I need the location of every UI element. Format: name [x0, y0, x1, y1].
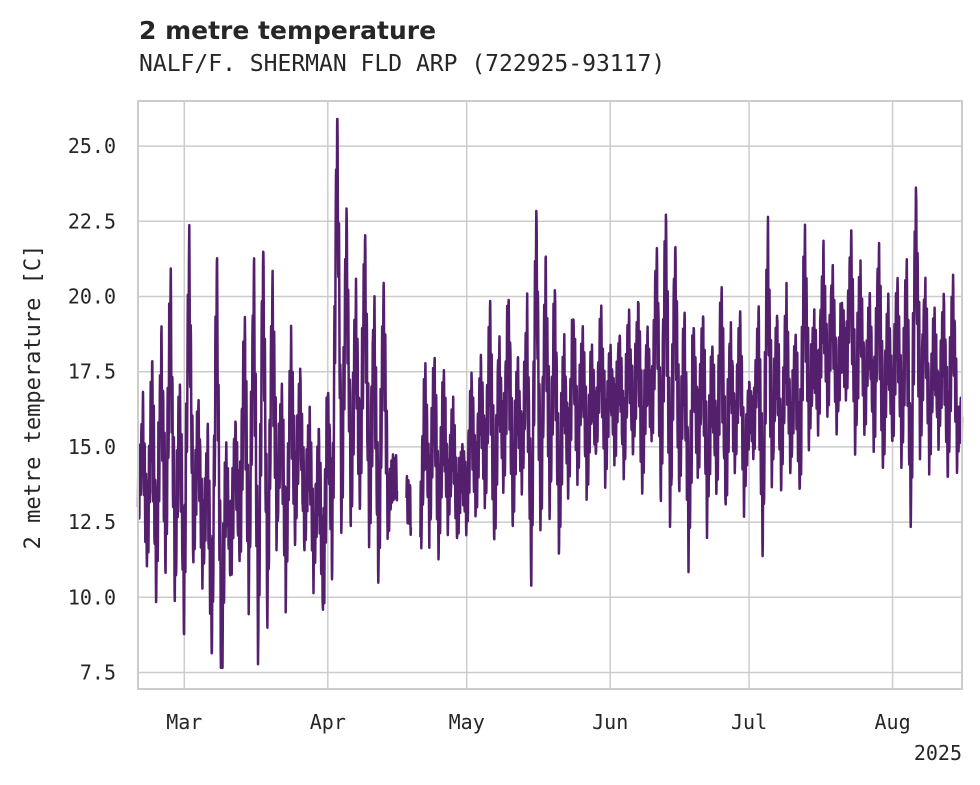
- y-tick-label: 7.5: [80, 660, 116, 684]
- series-line: [405, 474, 413, 537]
- x-year-label: 2025: [914, 741, 962, 765]
- chart-title: 2 metre temperature: [139, 16, 437, 45]
- series-line-group: [136, 117, 964, 670]
- series-line: [136, 117, 399, 670]
- x-tick-label: Apr: [310, 710, 346, 734]
- chart-subtitle: NALF/F. SHERMAN FLD ARP (722925-93117): [139, 51, 666, 77]
- x-tick-labels: Mar Apr May Jun Jul Aug: [166, 710, 910, 734]
- series-line: [419, 186, 964, 587]
- y-tick-label: 17.5: [68, 360, 116, 384]
- y-tick-label: 20.0: [68, 284, 116, 308]
- x-tick-label: May: [449, 710, 485, 734]
- y-tick-labels: 7.5 10.0 12.5 15.0 17.5 20.0 22.5 25.0: [68, 134, 116, 684]
- y-tick-label: 10.0: [68, 585, 116, 609]
- y-tick-label: 25.0: [68, 134, 116, 158]
- y-tick-label: 12.5: [68, 510, 116, 534]
- x-tick-label: Jun: [592, 710, 628, 734]
- y-tick-label: 22.5: [68, 209, 116, 233]
- plot-frame: [137, 100, 963, 690]
- x-tick-label: Mar: [166, 710, 202, 734]
- x-tick-label: Aug: [874, 710, 910, 734]
- x-tick-label: Jul: [731, 710, 767, 734]
- y-axis-label: 2 metre temperature [C]: [21, 245, 46, 550]
- y-tick-label: 15.0: [68, 435, 116, 459]
